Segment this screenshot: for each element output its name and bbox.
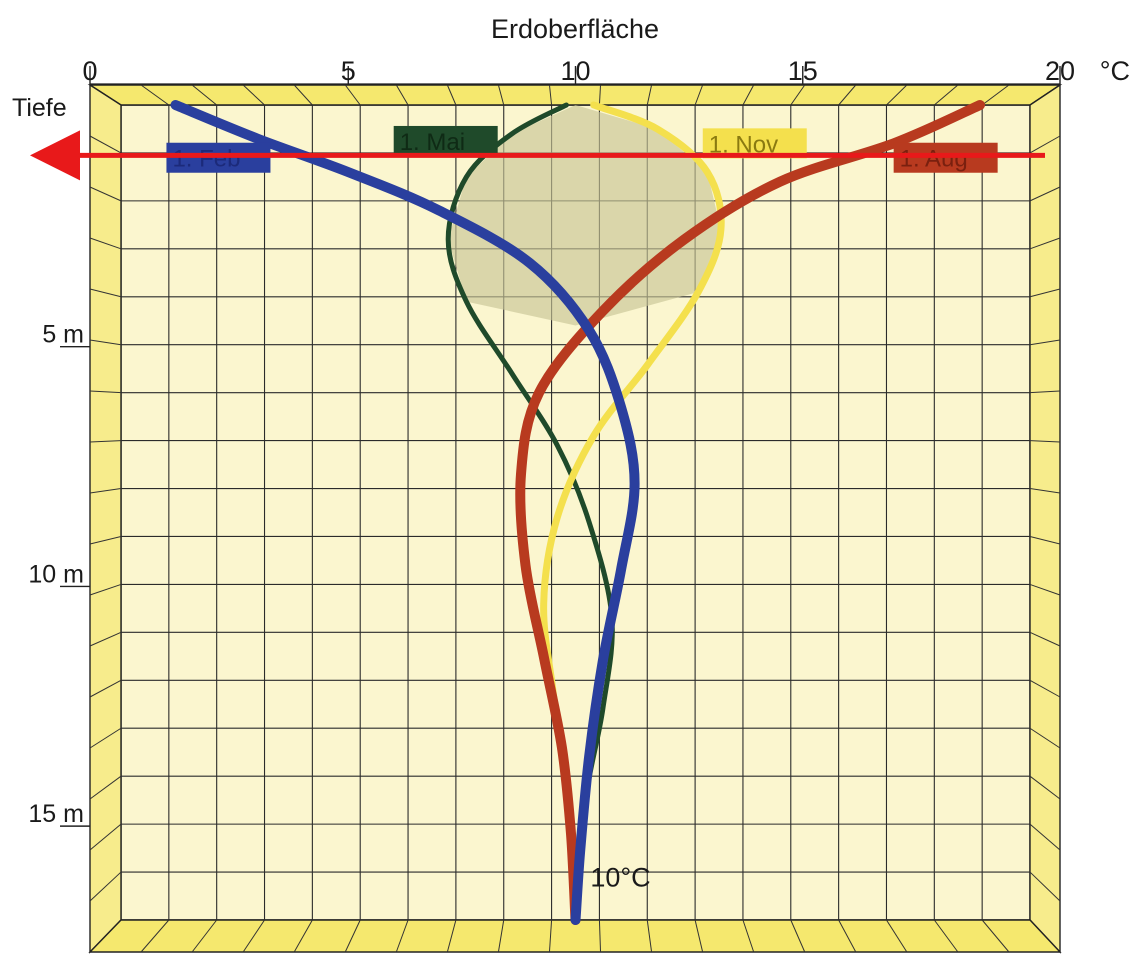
x-tick-label: 20 [1045, 56, 1075, 86]
left-wall-line [89, 339, 122, 346]
top-wall-line [742, 84, 755, 106]
top-wall-line [886, 84, 908, 106]
bottom-wall-line [646, 919, 653, 953]
right-wall-line [1029, 823, 1061, 851]
top-wall-line [694, 84, 704, 106]
bottom-wall-line [395, 919, 409, 953]
right-wall-line [1029, 390, 1061, 394]
right-wall-line [1029, 679, 1061, 698]
bottom-wall-line [838, 919, 857, 953]
left-wall-line [89, 440, 122, 443]
right-wall-line [1029, 727, 1061, 749]
right-wall-line [1029, 583, 1061, 596]
series-line-1aug [515, 100, 985, 925]
top-wall-line [344, 84, 361, 106]
bottom-wall-line [344, 919, 361, 953]
bottom-wall-line [497, 919, 505, 953]
x-tick-label: 0 [82, 56, 97, 86]
right-wall-line [1029, 775, 1061, 800]
legend-item-1mai: 1. Mai [393, 125, 498, 156]
top-wall-line [646, 84, 653, 106]
left-wall-line [89, 583, 122, 596]
y-tick-label: 10 m [28, 560, 84, 588]
left-wall-line [89, 390, 122, 394]
annotations: 10°C [590, 862, 650, 892]
right-wall-line [1029, 631, 1061, 647]
bottom-wall-line [548, 919, 553, 953]
series-line-1feb [170, 100, 640, 925]
bottom-wall-line [742, 919, 755, 953]
legend-label: 1. Aug [900, 146, 968, 173]
top-wall-line [191, 84, 217, 106]
bottom-wall [88, 919, 1062, 953]
right-wall-line [1029, 440, 1061, 443]
left-wall-line [89, 135, 122, 154]
top-wall-line [242, 84, 265, 106]
left-wall-line [89, 727, 122, 749]
bottom-wall-line [981, 919, 1010, 953]
y-tick-label: 5 m [42, 321, 84, 349]
wall-lines [89, 84, 1061, 953]
bottom-wall-line [446, 919, 457, 953]
right-wall-line [1029, 535, 1061, 545]
y-ticks: 5 m 10 m 15 m [28, 321, 90, 828]
x-axis-unit: °C [1100, 56, 1130, 86]
x-tick-label: 10 [560, 56, 590, 86]
bottom-wall-line [242, 919, 265, 953]
top-wall-line [548, 84, 553, 106]
left-wall-line [89, 237, 122, 250]
annotation-label: 10°C [590, 862, 650, 892]
right-wall-line [1029, 237, 1061, 250]
legend-swatch [393, 125, 498, 156]
left-wall-line [89, 631, 122, 647]
y-axis-label: Tiefe [12, 94, 67, 122]
top-wall-line [598, 84, 602, 106]
left-wall-line [89, 535, 122, 545]
top-wall-line [933, 84, 959, 106]
top-wall-line [497, 84, 505, 106]
left-wall [89, 83, 122, 954]
chart-title: Erdoberfläche [491, 14, 659, 44]
bottom-wall-line [933, 919, 959, 953]
top-wall-line [395, 84, 409, 106]
top-wall-line [293, 84, 313, 106]
right-wall [1029, 83, 1061, 954]
right-wall-line [1029, 135, 1061, 154]
bottom-wall-line [598, 919, 602, 953]
top-wall-line [790, 84, 806, 106]
bottom-wall-line [886, 919, 908, 953]
right-wall-line [1029, 871, 1061, 902]
right-wall-line [1029, 288, 1061, 298]
series-group [170, 100, 985, 925]
y-tick-label: 15 m [28, 800, 84, 828]
x-ticks: 0 5 10 15 20 [82, 56, 1075, 86]
x-tick-label: 15 [788, 56, 818, 86]
left-wall-line [89, 186, 122, 202]
top-wall-line [140, 84, 170, 106]
bottom-wall-line [694, 919, 704, 953]
left-wall-line [89, 288, 122, 298]
right-wall-line [1029, 339, 1061, 346]
bottom-wall-line [790, 919, 806, 953]
box-frame [87, 83, 1063, 954]
bottom-wall-line [191, 919, 218, 953]
x-tick-label: 5 [341, 56, 356, 86]
left-wall-line [89, 679, 122, 698]
top-wall-line [446, 84, 457, 106]
top-wall-line [838, 84, 857, 106]
bottom-wall-line [293, 919, 313, 953]
top-wall [87, 84, 1063, 106]
legend-label: 1. Mai [400, 129, 465, 156]
left-wall-line [89, 823, 122, 851]
bottom-wall-line [140, 919, 170, 953]
top-wall-line [981, 84, 1010, 106]
left-wall-line [89, 775, 122, 800]
right-wall-line [1029, 488, 1061, 494]
left-wall-line [89, 488, 122, 494]
left-wall-line [89, 871, 122, 902]
legend-label: 1. Feb [172, 146, 240, 173]
right-wall-line [1029, 186, 1061, 202]
series-line-1mai [445, 102, 615, 923]
